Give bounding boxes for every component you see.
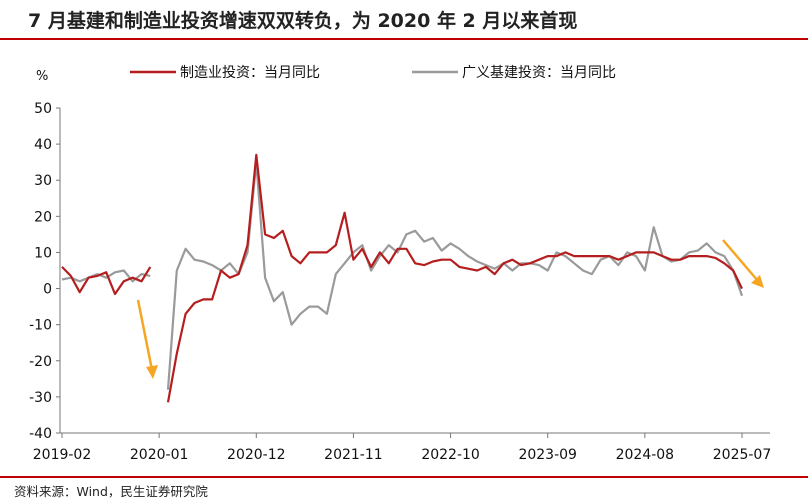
x-tick-label: 2021-11 [324,447,383,463]
series-line-infrastructure [61,161,744,390]
legend-label-manufacturing: 制造业投资：当月同比 [180,65,320,81]
trend-arrows [136,239,764,379]
x-axis-ticks: 2019-02 2020-01 2020-12 2021-11 2022-10 2023-… [33,433,772,463]
x-tick-label: 2020-01 [130,447,189,463]
y-tick-label: -30 [29,390,52,406]
trend-arrow-2020-shaft [136,299,154,371]
title-divider [0,38,808,40]
chart-series [61,153,744,403]
y-tick-label: -20 [29,354,52,370]
y-tick-label: 50 [34,101,52,117]
footer-divider [0,476,808,478]
y-tick-label: 30 [34,173,52,189]
x-tick-label: 2022-10 [421,447,480,463]
source-note: 资料来源：Wind，民生证券研究院 [14,484,208,499]
y-axis-ticks: 50 40 30 20 10 0 -10 -20 -30 -40 [29,101,60,442]
y-unit-label: % [36,69,48,84]
x-tick-label: 2023-09 [518,447,577,463]
x-tick-label: 2020-12 [227,447,286,463]
trend-arrow-2025-head [751,275,764,288]
chart-legend: 制造业投资：当月同比 广义基建投资：当月同比 [130,64,616,81]
chart-axes: % 50 40 30 20 10 0 -10 -20 -30 -40 2019-02 2020-01… [29,69,771,463]
y-tick-label: 20 [34,209,52,225]
y-tick-label: -40 [29,426,52,442]
x-tick-label: 2019-02 [33,447,92,463]
trend-arrow-2025-shaft [722,239,759,282]
chart-title: 7 月基建和制造业投资增速双双转负，为 2020 年 2 月以来首现 [28,10,578,32]
legend-label-infrastructure: 广义基建投资：当月同比 [462,64,616,81]
trend-arrow-2020-head [146,365,158,379]
y-tick-label: -10 [29,318,52,334]
y-tick-label: 40 [34,137,52,153]
series-line-manufacturing [61,153,743,403]
x-tick-label: 2025-07 [713,447,772,463]
y-tick-label: 10 [34,245,52,261]
y-tick-label: 0 [43,282,52,298]
x-tick-label: 2024-08 [616,447,675,463]
